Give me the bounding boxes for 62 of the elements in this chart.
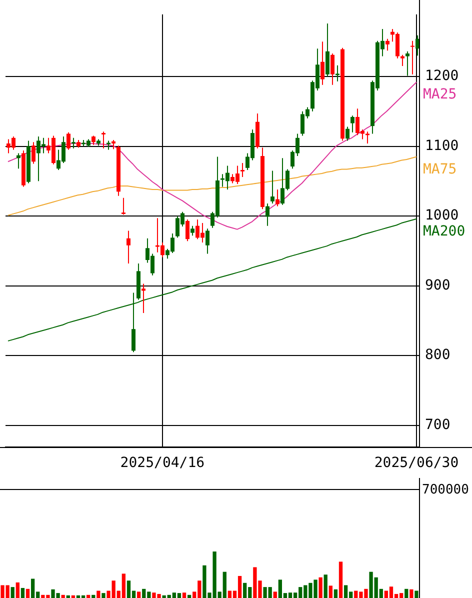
bar bbox=[16, 582, 20, 598]
series-label: MA75 bbox=[423, 161, 457, 178]
bar bbox=[66, 595, 70, 598]
bar bbox=[61, 594, 65, 598]
series-label: MA200 bbox=[423, 223, 466, 240]
text: 700000 bbox=[422, 482, 469, 498]
candlestick bbox=[240, 162, 244, 178]
candlestick bbox=[326, 22, 330, 77]
y-tick-label: 1000 bbox=[425, 208, 459, 224]
bar bbox=[20, 588, 25, 598]
candlestick bbox=[330, 52, 334, 86]
bar bbox=[187, 594, 192, 598]
bar bbox=[96, 590, 100, 598]
y-tick-label: 800 bbox=[425, 347, 450, 364]
bar bbox=[318, 577, 322, 598]
y-tick-label: 1200 bbox=[425, 68, 459, 84]
y-tick-label: 1100 bbox=[425, 138, 459, 154]
candlestick bbox=[350, 115, 354, 133]
candlestick bbox=[142, 283, 146, 314]
bar bbox=[136, 592, 141, 598]
candlestick bbox=[112, 139, 116, 150]
candlestick bbox=[400, 54, 404, 67]
candlestick bbox=[66, 132, 70, 150]
candlestick bbox=[276, 189, 280, 207]
candlestick bbox=[32, 142, 36, 164]
candlestick bbox=[266, 202, 270, 226]
bar bbox=[92, 594, 96, 598]
bar bbox=[324, 574, 328, 598]
candlestick bbox=[126, 230, 130, 264]
bar bbox=[273, 592, 277, 598]
bar bbox=[410, 589, 414, 598]
bar bbox=[338, 562, 343, 598]
y-tick-label: 700 bbox=[425, 417, 450, 434]
candlestick bbox=[336, 64, 340, 82]
x-tick-label: 2025/04/16 bbox=[120, 455, 205, 472]
candlestick bbox=[410, 40, 414, 75]
candlestick bbox=[386, 38, 390, 52]
candlestick bbox=[92, 135, 96, 146]
bar bbox=[328, 586, 332, 598]
candlestick bbox=[122, 197, 126, 216]
bar bbox=[404, 588, 408, 598]
bar bbox=[10, 587, 14, 598]
bar bbox=[334, 589, 338, 598]
candlestick bbox=[102, 131, 106, 149]
bar bbox=[26, 588, 30, 598]
candlestick bbox=[190, 225, 194, 236]
bar bbox=[182, 592, 186, 598]
bar bbox=[86, 594, 90, 598]
candlestick bbox=[366, 131, 370, 144]
series-label: MA25 bbox=[423, 86, 457, 103]
candlestick bbox=[406, 50, 410, 76]
candlestick bbox=[206, 228, 210, 254]
candlestick bbox=[72, 137, 76, 149]
candlestick bbox=[270, 170, 274, 204]
y-tick-label: 900 bbox=[425, 277, 450, 294]
x-tick-label: 2025/06/30 bbox=[374, 455, 459, 472]
candlestick bbox=[346, 126, 350, 142]
bar bbox=[414, 590, 418, 598]
bar bbox=[102, 593, 106, 598]
bar bbox=[71, 595, 76, 598]
candlestick bbox=[186, 219, 190, 242]
candlestick bbox=[320, 41, 324, 86]
